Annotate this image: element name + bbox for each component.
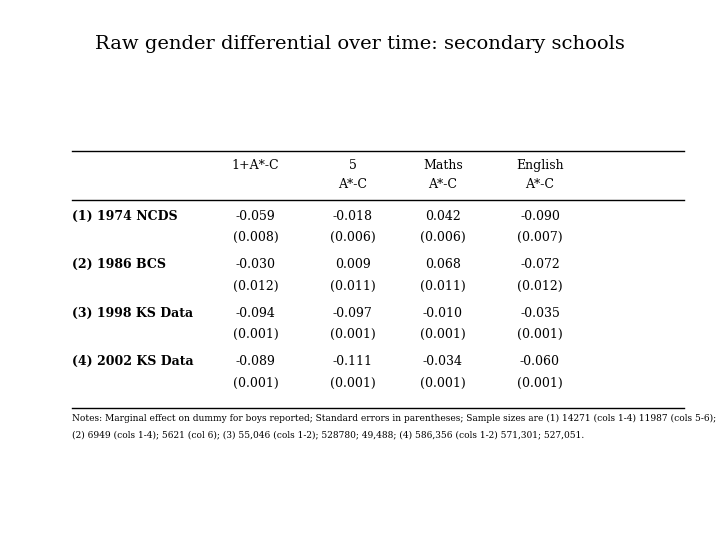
Text: -0.010: -0.010 — [423, 307, 463, 320]
Text: (0.001): (0.001) — [517, 377, 563, 390]
Text: -0.097: -0.097 — [333, 307, 373, 320]
Text: 5: 5 — [349, 159, 356, 172]
Text: 0.009: 0.009 — [335, 258, 371, 271]
Text: 0.042: 0.042 — [425, 210, 461, 222]
Text: (0.011): (0.011) — [330, 280, 376, 293]
Text: -0.018: -0.018 — [333, 210, 373, 222]
Text: -0.034: -0.034 — [423, 355, 463, 368]
Text: (0.006): (0.006) — [330, 231, 376, 244]
Text: A*-C: A*-C — [338, 178, 367, 191]
Text: (0.001): (0.001) — [517, 328, 563, 341]
Text: (2) 1986 BCS: (2) 1986 BCS — [72, 258, 166, 271]
Text: (0.007): (0.007) — [517, 231, 563, 244]
Text: (0.001): (0.001) — [420, 377, 466, 390]
Text: (0.012): (0.012) — [517, 280, 563, 293]
Text: A*-C: A*-C — [526, 178, 554, 191]
Text: (0.012): (0.012) — [233, 280, 279, 293]
Text: (0.001): (0.001) — [233, 377, 279, 390]
Text: -0.089: -0.089 — [235, 355, 276, 368]
Text: (2) 6949 (cols 1-4); 5621 (col 6); (3) 55,046 (cols 1-2); 528780; 49,488; (4) 58: (2) 6949 (cols 1-4); 5621 (col 6); (3) 5… — [72, 430, 584, 440]
Text: -0.072: -0.072 — [520, 258, 560, 271]
Text: (0.001): (0.001) — [233, 328, 279, 341]
Text: (0.006): (0.006) — [420, 231, 466, 244]
Text: (0.001): (0.001) — [330, 377, 376, 390]
Text: English: English — [516, 159, 564, 172]
Text: -0.059: -0.059 — [235, 210, 276, 222]
Text: (3) 1998 KS Data: (3) 1998 KS Data — [72, 307, 193, 320]
Text: -0.090: -0.090 — [520, 210, 560, 222]
Text: -0.030: -0.030 — [235, 258, 276, 271]
Text: (0.011): (0.011) — [420, 280, 466, 293]
Text: (0.008): (0.008) — [233, 231, 279, 244]
Text: (4) 2002 KS Data: (4) 2002 KS Data — [72, 355, 194, 368]
Text: (0.001): (0.001) — [330, 328, 376, 341]
Text: Notes: Marginal effect on dummy for boys reported; Standard errors in parenthese: Notes: Marginal effect on dummy for boys… — [72, 414, 716, 423]
Text: -0.060: -0.060 — [520, 355, 560, 368]
Text: (0.001): (0.001) — [420, 328, 466, 341]
Text: -0.035: -0.035 — [520, 307, 560, 320]
Text: 0.068: 0.068 — [425, 258, 461, 271]
Text: Maths: Maths — [423, 159, 463, 172]
Text: 1+A*-C: 1+A*-C — [232, 159, 279, 172]
Text: (1) 1974 NCDS: (1) 1974 NCDS — [72, 210, 178, 222]
Text: A*-C: A*-C — [428, 178, 457, 191]
Text: Raw gender differential over time: secondary schools: Raw gender differential over time: secon… — [95, 35, 625, 53]
Text: -0.094: -0.094 — [235, 307, 276, 320]
Text: -0.111: -0.111 — [333, 355, 373, 368]
